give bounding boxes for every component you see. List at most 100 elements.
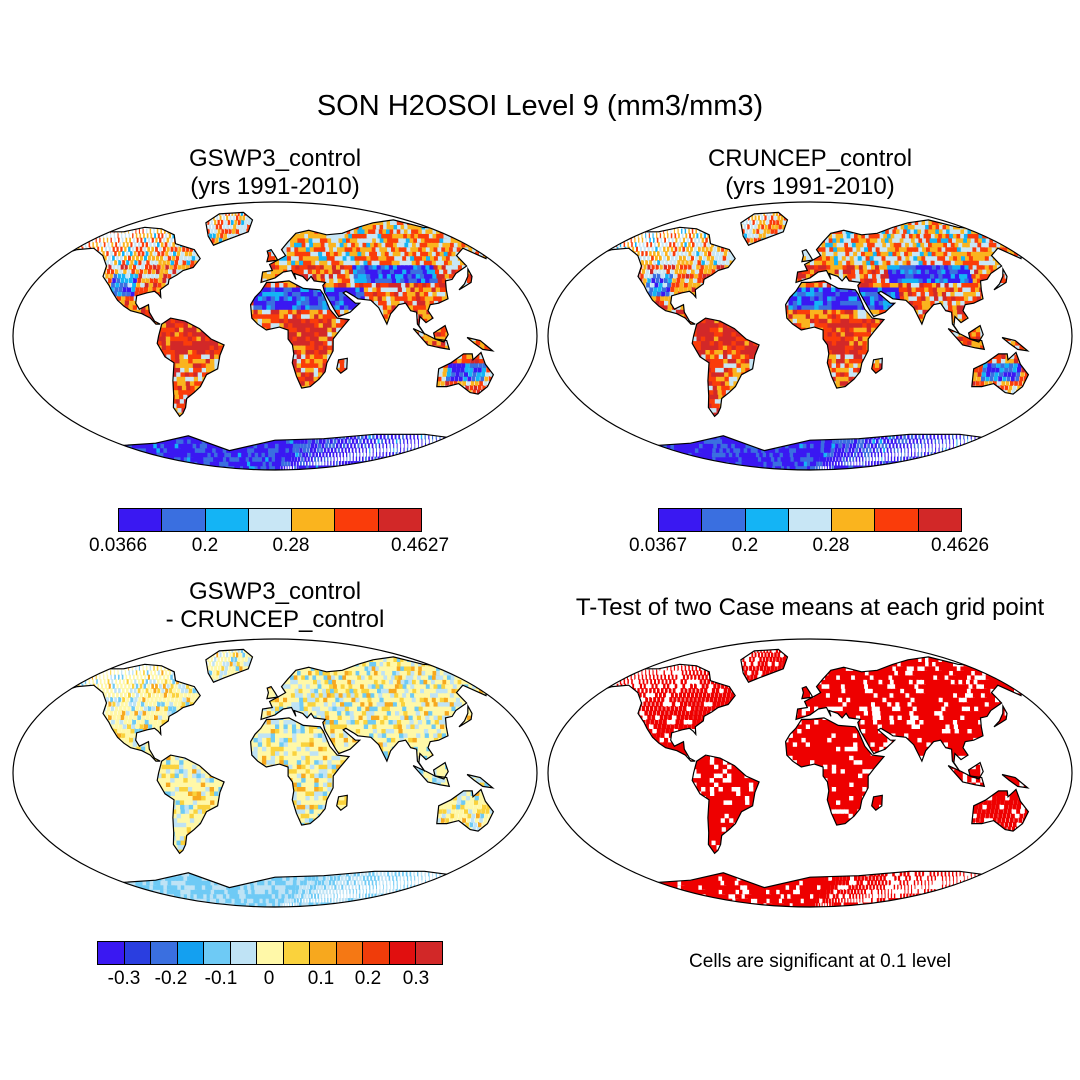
map-border [547, 201, 1073, 471]
coastline-madagascar [336, 357, 348, 374]
coastline-africa [249, 280, 351, 389]
colorbar-swatch [378, 509, 421, 531]
coastline-japan [993, 266, 1008, 291]
coastline-borneo-png [432, 324, 449, 343]
colorbar-gswp3-tick: 0.2 [192, 535, 218, 557]
colorbar-swatch [177, 942, 205, 964]
land-region-south-america [692, 755, 760, 854]
coastline-new-guinea [466, 773, 495, 789]
colorbar-gswp3-tick: 0.4627 [391, 535, 449, 557]
coastline-south-america [156, 317, 225, 418]
panel-title-gswp3-line2: (yrs 1991-2010) [10, 173, 540, 201]
coastline-greenland [740, 648, 789, 683]
land-region-north-america [597, 227, 736, 325]
colorbar-cruncep-tick: 0.0367 [629, 535, 687, 557]
coastline-europe-asia [795, 219, 1039, 335]
land-region-nz [504, 391, 524, 405]
colorbar-swatch [918, 509, 961, 531]
colorbar-swatch [336, 942, 364, 964]
colorbar-swatch [119, 509, 163, 531]
colorbar-swatch [832, 509, 876, 531]
coastline-borneo-png [432, 761, 449, 780]
coastline-japan [993, 703, 1008, 728]
colorbar-swatch [98, 942, 125, 964]
coastline-greenland [740, 211, 789, 246]
colorbar-swatch [416, 942, 442, 964]
figure-title: SON H2OSOI Level 9 (mm3/mm3) [0, 90, 1080, 123]
colorbar-cruncep [658, 508, 962, 532]
land-region-nz [1039, 828, 1059, 842]
coastline-europe-asia [260, 656, 504, 772]
colorbar-swatch [162, 509, 206, 531]
coastline-africa [784, 717, 886, 826]
panel-title-difference: GSWP3_control - CRUNCEP_control [10, 578, 540, 634]
coastline-uk [266, 248, 279, 263]
coastline-borneo-png [967, 761, 984, 780]
colorbar-swatch [124, 942, 152, 964]
coastline-south-america [691, 317, 760, 418]
coastline-europe-asia [260, 219, 504, 335]
colorbar-swatch [310, 942, 337, 964]
colorbar-cruncep-tick: 0.2 [732, 535, 758, 557]
map-cruncep [547, 201, 1073, 471]
land-region-north-america [597, 664, 736, 762]
colorbar-difference-tick: 0.3 [403, 968, 429, 990]
colorbar-swatch [659, 509, 703, 531]
colorbar-gswp3-tick: 0.28 [273, 535, 310, 557]
panel-title-cruncep: CRUNCEP_control (yrs 1991-2010) [545, 145, 1075, 201]
land-region-nz [504, 828, 524, 842]
map-ttest [547, 638, 1073, 908]
colorbar-swatch [151, 942, 178, 964]
colorbar-swatch [283, 942, 311, 964]
panel-title-cruncep-line1: CRUNCEP_control [545, 145, 1075, 173]
colorbar-swatch [788, 509, 833, 531]
panel-title-cruncep-line2: (yrs 1991-2010) [545, 173, 1075, 201]
colorbar-swatch [363, 942, 390, 964]
panel-title-difference-line1: GSWP3_control [10, 578, 540, 606]
coastline-australia [436, 351, 495, 395]
coastline-japan [458, 703, 473, 728]
colorbar-difference-tick: -0.2 [155, 968, 188, 990]
significance-note: Cells are significant at 0.1 level [560, 951, 1080, 973]
coastline-greenland [205, 648, 254, 683]
colorbar-gswp3-tick: 0.0366 [89, 535, 147, 557]
coastline-madagascar [871, 794, 883, 811]
panel-title-ttest: T-Test of two Case means at each grid po… [545, 594, 1075, 622]
coastline-north-america [596, 226, 736, 325]
land-region-nz [1039, 391, 1059, 405]
colorbar-swatch [389, 942, 417, 964]
colorbar-swatch [230, 942, 258, 964]
land-region-south-america [157, 318, 225, 417]
map-difference [12, 638, 538, 908]
colorbar-difference-tick: -0.1 [205, 968, 238, 990]
land-region-south-america [692, 318, 760, 417]
panel-title-difference-line2: - CRUNCEP_control [10, 606, 540, 634]
coastline-australia [971, 351, 1030, 395]
land-region-north-america [62, 664, 201, 762]
colorbar-swatch [702, 509, 746, 531]
coastline-australia [436, 788, 495, 832]
colorbar-cruncep-tick: 0.4626 [931, 535, 989, 557]
coastline-australia [971, 788, 1030, 832]
coastline-uk [801, 248, 814, 263]
coastline-indonesia [947, 765, 986, 788]
coastline-north-america [596, 663, 736, 762]
colorbar-swatch [875, 509, 919, 531]
colorbar-difference [97, 941, 443, 965]
coastline-uk [801, 685, 814, 700]
coastline-madagascar [336, 794, 348, 811]
map-gswp3 [12, 201, 538, 471]
colorbar-swatch [248, 509, 293, 531]
coastline-south-america [156, 754, 225, 855]
colorbar-gswp3 [118, 508, 422, 532]
coastline-indonesia [947, 328, 986, 351]
colorbar-swatch [205, 509, 249, 531]
colorbar-swatch [257, 942, 284, 964]
colorbar-cruncep-tick: 0.28 [813, 535, 850, 557]
colorbar-difference-tick: -0.3 [108, 968, 141, 990]
coastline-japan [458, 266, 473, 291]
land-region-north-america [62, 227, 201, 325]
map-border [12, 638, 538, 908]
coastline-greenland [205, 211, 254, 246]
coastline-madagascar [871, 357, 883, 374]
